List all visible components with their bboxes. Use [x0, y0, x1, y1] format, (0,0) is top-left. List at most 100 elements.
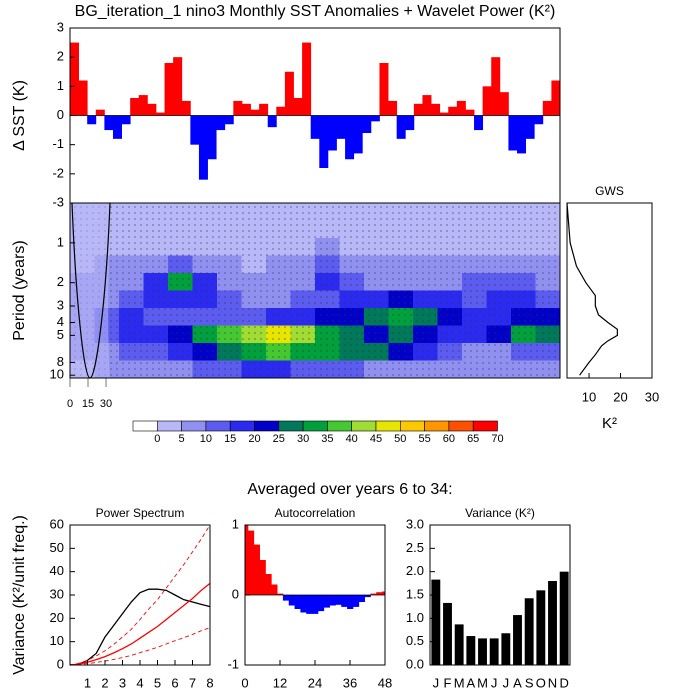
- colorbar-label: 35: [321, 433, 333, 445]
- y-axis-label: Δ SST (K): [11, 80, 28, 151]
- y-tick-label: 0.0: [406, 656, 424, 671]
- anomaly-bar: [138, 95, 148, 116]
- colorbar-box: [229, 420, 255, 432]
- anomaly-bar: [207, 115, 217, 160]
- x-tick-label: 5: [154, 675, 161, 690]
- anomaly-bar: [293, 98, 303, 116]
- colorbar-box: [399, 420, 425, 432]
- y-tick-label: 50: [50, 540, 64, 555]
- bar: [478, 638, 487, 665]
- plot-frame: [429, 524, 571, 666]
- x-tick-label: 2: [101, 675, 108, 690]
- y-tick-label: 40: [50, 563, 64, 578]
- anomaly-bar: [130, 98, 140, 116]
- y-tick-label: 0: [57, 107, 64, 122]
- anomaly-bar: [329, 595, 336, 606]
- x-tick-label: A: [466, 675, 475, 690]
- anomaly-bar: [294, 595, 301, 609]
- bar: [501, 633, 511, 665]
- anomaly-bar: [253, 544, 260, 595]
- y-tick-label: 0: [232, 586, 239, 601]
- anomaly-bar: [198, 115, 208, 180]
- x-tick-label: 36: [343, 675, 357, 690]
- spectrum-line: [69, 588, 211, 666]
- anomaly-bar: [284, 71, 294, 116]
- anomaly-bar: [276, 106, 286, 116]
- anomaly-bar: [233, 100, 243, 116]
- anomaly-bar: [353, 115, 363, 154]
- anomaly-bar: [323, 595, 330, 608]
- x-tick-label: 30: [100, 398, 112, 410]
- y-tick-label: 0.5: [406, 633, 424, 648]
- y-tick-label: 2: [57, 274, 64, 289]
- y-tick-label: 2.5: [406, 540, 424, 555]
- anomaly-bar: [465, 109, 475, 116]
- x-tick-label: M: [454, 675, 465, 690]
- colorbar-box: [351, 420, 377, 432]
- y-tick-label: -3: [52, 194, 64, 209]
- panel-title: GWS: [595, 184, 624, 198]
- anomaly-bar: [347, 595, 354, 609]
- anomaly-bar: [431, 103, 441, 116]
- plot-frame: [244, 524, 386, 666]
- anomaly-bar: [288, 595, 295, 606]
- y-tick-label: 4: [57, 314, 64, 329]
- anomaly-bar: [345, 115, 355, 160]
- anomaly-bar: [382, 591, 386, 595]
- x-tick-label: 6: [171, 675, 178, 690]
- plot-frame: [69, 524, 211, 666]
- y-tick-label: 60: [50, 516, 64, 531]
- x-tick-label: O: [536, 675, 546, 690]
- anomaly-bar: [271, 584, 278, 595]
- x-tick-label: 15: [82, 398, 94, 410]
- y-axis-label: Variance (K²/unit freq.): [11, 515, 28, 675]
- anomaly-bar: [317, 595, 325, 612]
- bar: [431, 579, 441, 665]
- bar: [454, 624, 464, 665]
- y-tick-label: 1: [57, 234, 64, 249]
- colorbar-label: 30: [297, 433, 309, 445]
- bar: [559, 571, 569, 665]
- plot-frame: [566, 202, 653, 379]
- x-tick-label: 30: [645, 389, 659, 404]
- anomaly-bar: [121, 115, 131, 125]
- anomaly-bar: [341, 595, 348, 607]
- y-tick-label: 2: [57, 49, 64, 64]
- colorbar-label: 50: [394, 433, 406, 445]
- anomaly-bar: [336, 115, 346, 139]
- colorbar-label: 10: [200, 433, 212, 445]
- anomaly-bar: [78, 80, 88, 116]
- y-tick-label: 1.5: [406, 586, 424, 601]
- anomaly-bar: [335, 595, 342, 605]
- anomaly-bar: [181, 100, 191, 116]
- x-tick-label: J: [433, 675, 440, 690]
- x-axis-label: K²: [602, 415, 617, 432]
- colorbar-label: 40: [346, 433, 358, 445]
- colorbar-label: 15: [224, 433, 236, 445]
- colorbar-box: [132, 420, 158, 432]
- anomaly-bar: [456, 100, 466, 116]
- y-tick-label: 5: [57, 327, 64, 342]
- anomaly-bar: [534, 115, 544, 125]
- spectrum-line: [69, 627, 211, 666]
- anomaly-bar: [396, 115, 406, 139]
- x-tick-label: 48: [378, 675, 392, 690]
- anomaly-bar: [517, 115, 527, 154]
- y-tick-label: 2.0: [406, 563, 424, 578]
- colorbar-label: 20: [248, 433, 260, 445]
- significance-dots: [70, 203, 560, 378]
- colorbar-label: 65: [467, 433, 479, 445]
- anomaly-bar: [542, 100, 552, 116]
- anomaly-bar: [302, 42, 312, 116]
- anomaly-bar: [265, 574, 272, 595]
- y-tick-label: 1: [232, 516, 239, 531]
- colorbar-box: [157, 420, 182, 432]
- anomaly-bar: [376, 592, 383, 595]
- anomaly-bar: [147, 103, 157, 116]
- anomaly-bar: [259, 560, 266, 595]
- x-tick-label: D: [559, 675, 568, 690]
- anomaly-bar: [312, 595, 319, 614]
- y-tick-label: 1.0: [406, 610, 424, 625]
- colorbar-box: [448, 420, 474, 432]
